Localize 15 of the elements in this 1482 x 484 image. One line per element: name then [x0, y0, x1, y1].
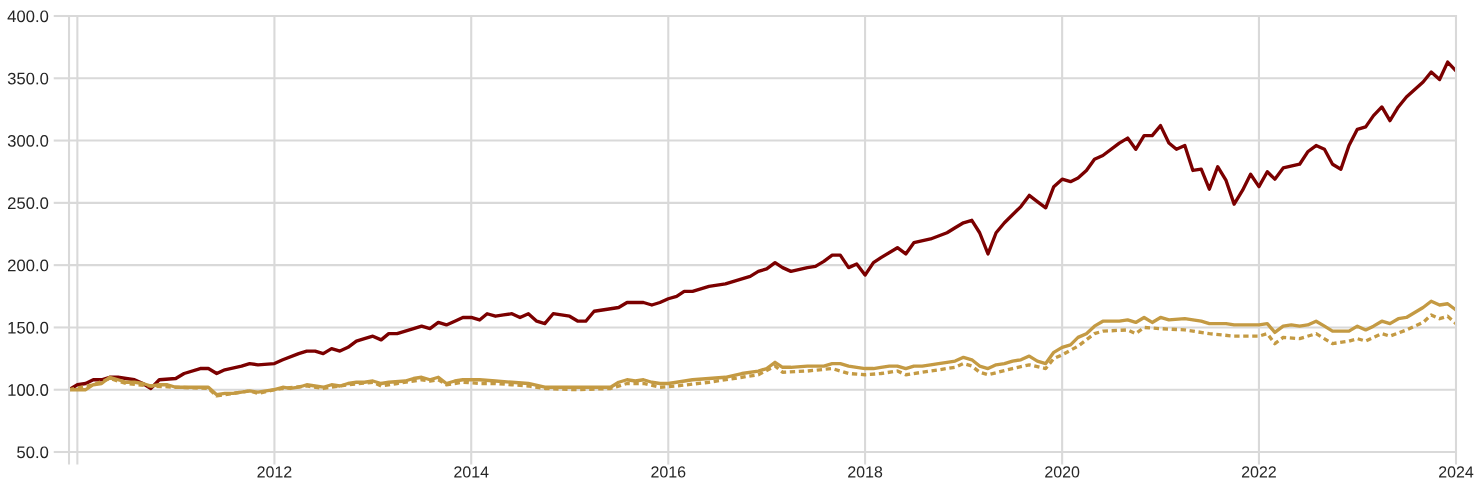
y-tick-label: 400.0	[7, 10, 49, 23]
y-tick-label: 200.0	[8, 259, 49, 272]
x-tick-label: 2020	[1045, 466, 1080, 478]
x-tick-label: 2014	[454, 466, 489, 478]
y-tick-label: 50.0	[17, 446, 49, 459]
x-tick-label: 2018	[848, 466, 883, 478]
x-tick-label: 2022	[1241, 466, 1276, 478]
y-tick-label: 350.0	[7, 72, 49, 85]
y-tick-label: 250.0	[8, 197, 49, 210]
x-tick-label: 2012	[257, 466, 292, 478]
y-tick-label: 150.0	[8, 321, 49, 334]
x-tick-label: 2016	[651, 466, 686, 478]
y-tick-label: 100.0	[8, 384, 49, 396]
x-tick-label: 2024	[1439, 466, 1474, 478]
y-tick-label: 300.0	[7, 134, 49, 147]
